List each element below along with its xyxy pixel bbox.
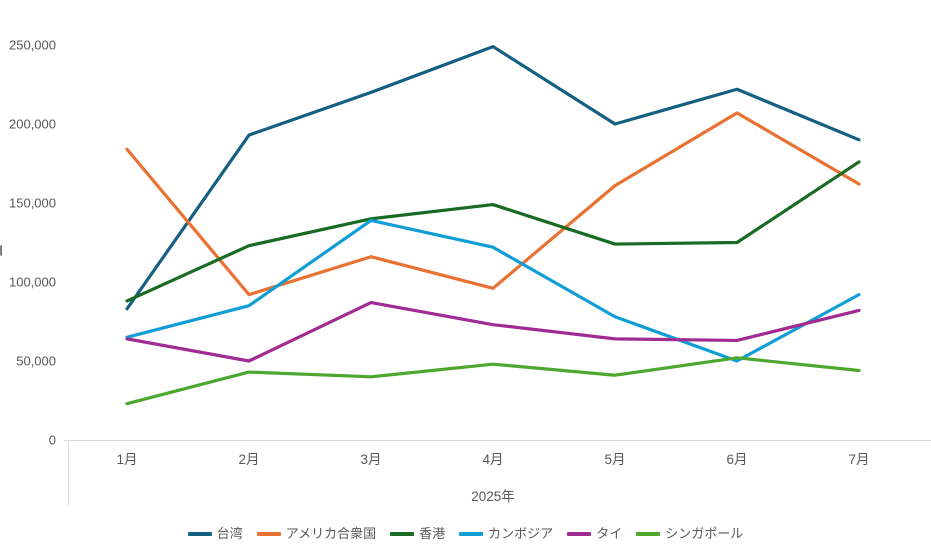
legend-label: 香港 [419, 526, 446, 541]
y-axis-title-fragment [0, 245, 2, 256]
y-tick-label: 200,000 [9, 117, 56, 132]
series-line-シンガポール [125, 356, 861, 406]
series-line-台湾 [125, 44, 861, 311]
legend-item: タイ [567, 526, 622, 542]
x-category-label: 6月 [726, 452, 747, 467]
legend-label: 台湾 [216, 526, 243, 541]
legend-label: シンガポール [665, 526, 744, 541]
y-tick-label: 250,000 [9, 38, 56, 53]
legend-item: 香港 [390, 526, 445, 542]
legend-item: 台湾 [187, 526, 243, 542]
x-axis-year-label: 2025年 [471, 489, 515, 504]
legend-label: カンボジア [488, 526, 554, 541]
y-tick-label: 150,000 [9, 196, 56, 211]
legend-line-swatch [187, 532, 212, 536]
legend-item: シンガポール [636, 526, 743, 542]
y-tick-label: 50,000 [16, 354, 56, 369]
y-tick-label: 0 [49, 433, 56, 448]
legend-label: タイ [596, 526, 623, 541]
x-category-label: 1月 [116, 452, 137, 467]
series-line-アメリカ合衆国 [125, 111, 861, 297]
legend-line-swatch [390, 532, 415, 536]
legend-line-swatch [636, 532, 661, 536]
chart-legend: 台湾 アメリカ合衆国 香港 カンボジア タイ シンガポール [0, 524, 931, 544]
y-tick-label: 100,000 [9, 275, 56, 290]
series-line-タイ [125, 300, 861, 363]
legend-line-swatch [567, 532, 592, 536]
legend-line-swatch [459, 532, 484, 536]
legend-item: アメリカ合衆国 [256, 526, 377, 542]
x-category-label: 7月 [848, 452, 869, 467]
legend-label: アメリカ合衆国 [285, 526, 377, 541]
x-category-label: 3月 [360, 452, 381, 467]
series-line-カンボジア [125, 218, 861, 363]
series-line-香港 [125, 160, 861, 303]
x-category-label: 4月 [482, 452, 503, 467]
legend-item: カンボジア [459, 526, 553, 542]
x-category-label: 2月 [238, 452, 259, 467]
legend-line-swatch [256, 532, 281, 536]
x-category-label: 5月 [604, 452, 625, 467]
